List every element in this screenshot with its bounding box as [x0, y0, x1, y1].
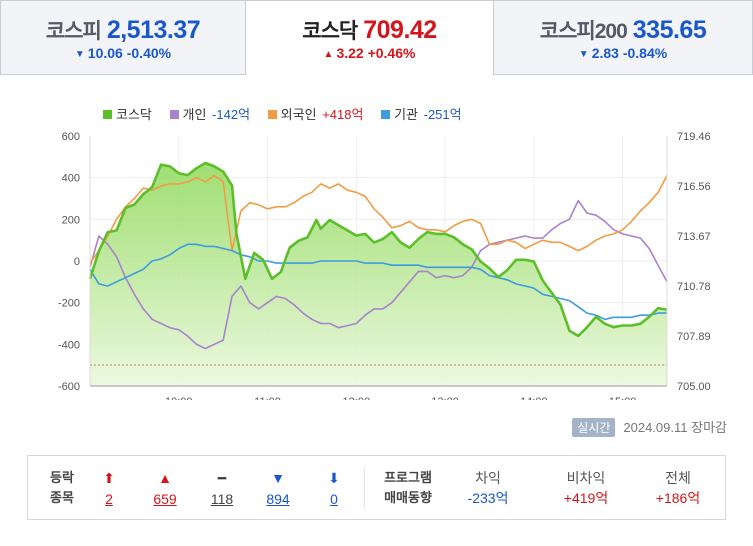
market-summary-panel: 등락 종목 ⬆ 2 ▲ 659 ━ 118 ▼ 894 ⬇ 0 프로그램 매매동향 차익 -… [27, 455, 726, 520]
right-axis-tick-label: 713.67 [677, 231, 711, 243]
program-non-arbitrage: 비차익 +419억 [546, 468, 626, 508]
intraday-chart: 600 400 200 0 -200 -400 -600 719.46 716.56 713.67… [58, 131, 711, 400]
rise-fall-count[interactable]: 0 [330, 491, 338, 507]
panel-divider [364, 466, 365, 510]
legend-label: 코스닥 [116, 107, 152, 122]
left-axis-tick-label: -200 [58, 298, 80, 310]
lower-limit-icon: ⬇ [328, 470, 340, 486]
rise-fall-rise[interactable]: ▲ 659 [145, 468, 185, 510]
program-total: 전체 +186억 [638, 468, 718, 508]
legend-item-foreign[interactable]: 외국인 +418억 [267, 104, 364, 123]
tab-percent: -0.84% [622, 45, 668, 61]
tab-change: 10.06 [87, 45, 123, 61]
tab-value: 2,513.37 [106, 16, 201, 44]
rise-fall-label-line2: 종목 [50, 490, 74, 505]
rise-fall-count[interactable]: 118 [210, 491, 234, 507]
right-axis-tick-label: 719.46 [677, 131, 711, 143]
series-line-3 [89, 243, 667, 321]
left-axis-tick-label: 400 [62, 173, 80, 185]
x-axis-tick-label: 11:00 [254, 396, 281, 400]
program-head: 비차익 [566, 470, 606, 486]
x-axis-tick-label: 14:00 [520, 396, 548, 400]
tab-value: 709.42 [363, 16, 437, 44]
market-status: 장마감 [691, 420, 727, 435]
left-axis-tick-label: 0 [74, 256, 80, 268]
legend-value: +418억 [322, 107, 364, 122]
program-label-line1: 프로그램 [384, 470, 432, 485]
left-axis-tick-label: 200 [62, 214, 80, 226]
series-line-1 [89, 199, 668, 350]
program-arbitrage: 차익 -233억 [453, 468, 523, 508]
tab-name: 코스피200 [539, 20, 628, 43]
legend-item-kosdaq[interactable]: 코스닥 [103, 104, 152, 123]
x-axis-tick-label: 15:00 [609, 396, 637, 400]
series-line-2 [89, 174, 668, 264]
legend-item-institution[interactable]: 기관 -251억 [381, 104, 462, 123]
rise-fall-count[interactable]: 2 [105, 491, 113, 507]
left-axis-tick-label: -400 [58, 339, 80, 351]
rise-fall-upper-limit[interactable]: ⬆ 2 [94, 468, 124, 510]
rise-fall-label-line1: 등락 [50, 470, 74, 485]
fall-icon: ▼ [271, 470, 285, 486]
program-label-line2: 매매동향 [384, 490, 432, 505]
legend-item-individual[interactable]: 개인 -142억 [169, 104, 251, 123]
legend-label: 외국인 [280, 107, 317, 122]
tab-value: 335.65 [632, 16, 707, 44]
legend-label: 개인 [182, 107, 207, 122]
tab-percent: +0.46% [367, 45, 416, 61]
up-arrow-icon: ▲ [323, 49, 334, 60]
tab-change: 2.83 [591, 45, 619, 61]
rise-icon: ▲ [158, 470, 172, 486]
index-tabs: 코스피 2,513.37 ▼ 10.06 -0.40% 코스닥 709.42 ▲ 3.2… [0, 0, 753, 75]
x-axis-tick-label: 10:00 [165, 396, 193, 400]
legend-value: -251억 [423, 107, 462, 122]
chart-legend: 코스닥 개인 -142억 외국인 +418억 기관 -251억 [103, 104, 476, 123]
program-head: 전체 [665, 470, 691, 486]
upper-limit-icon: ⬆ [103, 470, 115, 486]
legend-label: 기관 [394, 107, 418, 122]
left-axis-tick-label: 600 [62, 131, 80, 143]
unchanged-icon: ━ [217, 470, 227, 486]
tab-name: 코스피 [45, 20, 102, 43]
rise-fall-label: 등락 종목 [42, 468, 82, 508]
tab-percent: -0.40% [126, 45, 172, 61]
left-axis-tick-label: -600 [58, 381, 80, 393]
legend-swatch [103, 110, 112, 119]
program-value: +419억 [563, 490, 609, 506]
rise-fall-unchanged[interactable]: ━ 118 [202, 468, 242, 510]
legend-swatch [267, 110, 277, 119]
program-head: 차익 [475, 470, 501, 486]
rise-fall-fall[interactable]: ▼ 894 [258, 468, 298, 510]
legend-value: -142억 [212, 107, 251, 122]
right-axis-tick-label: 707.89 [677, 331, 711, 343]
chart-meta: 실시간 2024.09.11 장마감 [572, 417, 727, 437]
down-arrow-icon: ▼ [578, 49, 589, 60]
x-axis-tick-label: 12:00 [343, 396, 371, 400]
rise-fall-lower-limit[interactable]: ⬇ 0 [319, 468, 349, 510]
tab-kospi[interactable]: 코스피 2,513.37 ▼ 10.06 -0.40% [0, 0, 246, 75]
series-line-0 [88, 161, 668, 338]
program-value: +186억 [655, 490, 701, 506]
program-trading-label: 프로그램 매매동향 [378, 468, 438, 508]
right-axis-tick-label: 710.78 [677, 281, 711, 293]
rise-fall-count[interactable]: 894 [266, 491, 290, 507]
chart-date: 2024.09.11 [623, 420, 688, 435]
program-value: -233억 [467, 490, 509, 506]
right-axis-tick-label: 716.56 [677, 181, 711, 193]
legend-swatch [381, 110, 391, 119]
tab-kospi200[interactable]: 코스피200 335.65 ▼ 2.83 -0.84% [493, 0, 753, 75]
right-axis-tick-label: 705.00 [677, 381, 711, 393]
legend-swatch [169, 110, 179, 119]
rise-fall-count[interactable]: 659 [153, 491, 177, 507]
x-axis-tick-label: 13:00 [431, 396, 459, 400]
tab-name: 코스닥 [302, 20, 358, 43]
realtime-badge[interactable]: 실시간 [572, 418, 616, 437]
tab-kosdaq[interactable]: 코스닥 709.42 ▲ 3.22 +0.46% [246, 0, 493, 75]
tab-change: 3.22 [336, 45, 364, 61]
down-arrow-icon: ▼ [74, 49, 85, 60]
